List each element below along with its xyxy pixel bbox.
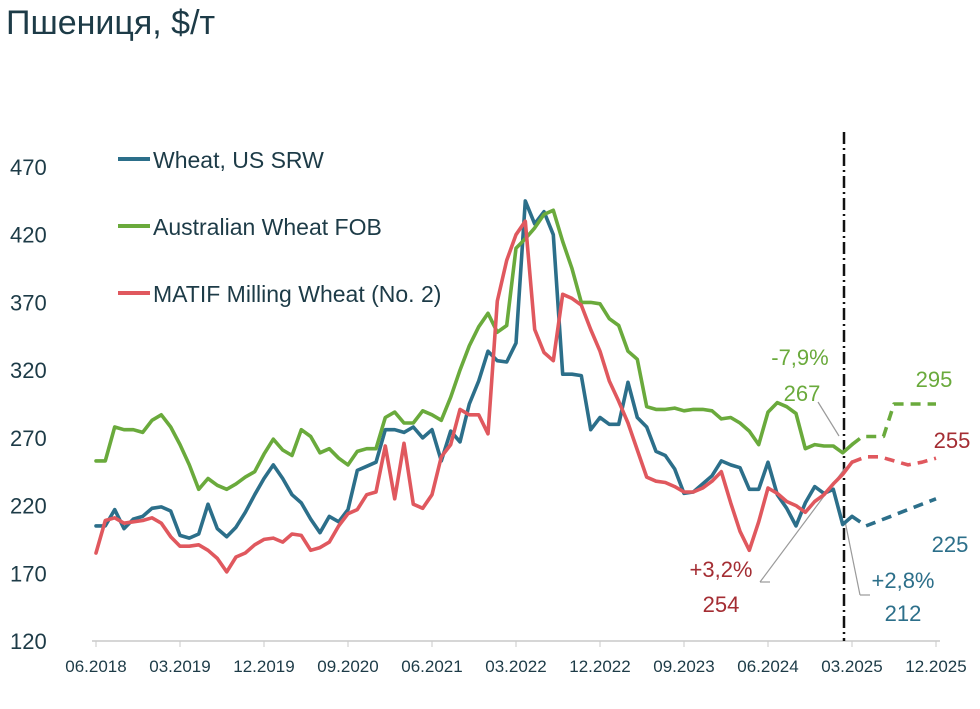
y-tick-label: 270: [10, 426, 47, 451]
x-tick-label: 09.2020: [317, 657, 378, 676]
x-tick-label: 12.2025: [905, 657, 966, 676]
y-tick-label: 320: [10, 358, 47, 383]
annotation-label: +3,2%: [690, 557, 753, 582]
annotations: -7,9% 267 +3,2% 254 +2,8% 212 295 255 225: [690, 345, 971, 626]
series-line: [94, 208, 854, 492]
annotation-leader-lines: [759, 401, 870, 596]
x-tick-label: 06.2024: [737, 657, 798, 676]
series-forecast-line: [850, 402, 936, 447]
annotation-label: -7,9%: [771, 345, 828, 370]
y-tick-label: 220: [10, 494, 47, 519]
leader-line: [817, 401, 840, 437]
series-forecast-line: [850, 497, 937, 528]
x-tick-label: 12.2022: [569, 657, 630, 676]
x-tick-label: 06.2018: [65, 657, 126, 676]
y-axis-ticks: 470 420 370 320 270 220 170 120: [10, 155, 47, 654]
annotation-label: 295: [916, 367, 953, 392]
annotation-label: 254: [703, 592, 740, 617]
y-tick-label: 370: [10, 290, 47, 315]
chart-title: Пшениця, $/т: [6, 4, 215, 42]
series-line: [94, 199, 854, 540]
series-forecast-line: [851, 454, 937, 467]
series-line: [94, 219, 854, 574]
y-tick-label: 470: [10, 155, 47, 180]
leader-line: [844, 520, 861, 596]
y-tick-label: 170: [10, 561, 47, 586]
legend-label: MATIF Milling Wheat (No. 2): [153, 281, 441, 307]
x-tick-label: 12.2019: [233, 657, 294, 676]
x-axis-ticks: 06.2018 03.2019 12.2019 09.2020 06.2021 03.20…: [65, 641, 967, 676]
legend-label: Australian Wheat FOB: [153, 214, 382, 240]
legend-label: Wheat, US SRW: [153, 147, 324, 173]
annotation-label: 212: [885, 601, 922, 626]
x-tick-label: 03.2022: [485, 657, 546, 676]
annotation-label: 267: [784, 381, 821, 406]
annotation-label: 225: [932, 532, 969, 557]
x-tick-label: 06.2021: [401, 657, 462, 676]
y-tick-label: 420: [10, 223, 47, 248]
annotation-label: +2,8%: [872, 568, 935, 593]
series-group: [94, 199, 937, 574]
y-tick-label: 120: [10, 629, 47, 654]
x-tick-label: 03.2019: [149, 657, 210, 676]
legend: Wheat, US SRW Australian Wheat FOB MATIF M…: [118, 147, 441, 307]
x-tick-label: 03.2025: [821, 657, 882, 676]
x-tick-label: 09.2023: [653, 657, 714, 676]
annotation-label: 255: [934, 428, 971, 453]
